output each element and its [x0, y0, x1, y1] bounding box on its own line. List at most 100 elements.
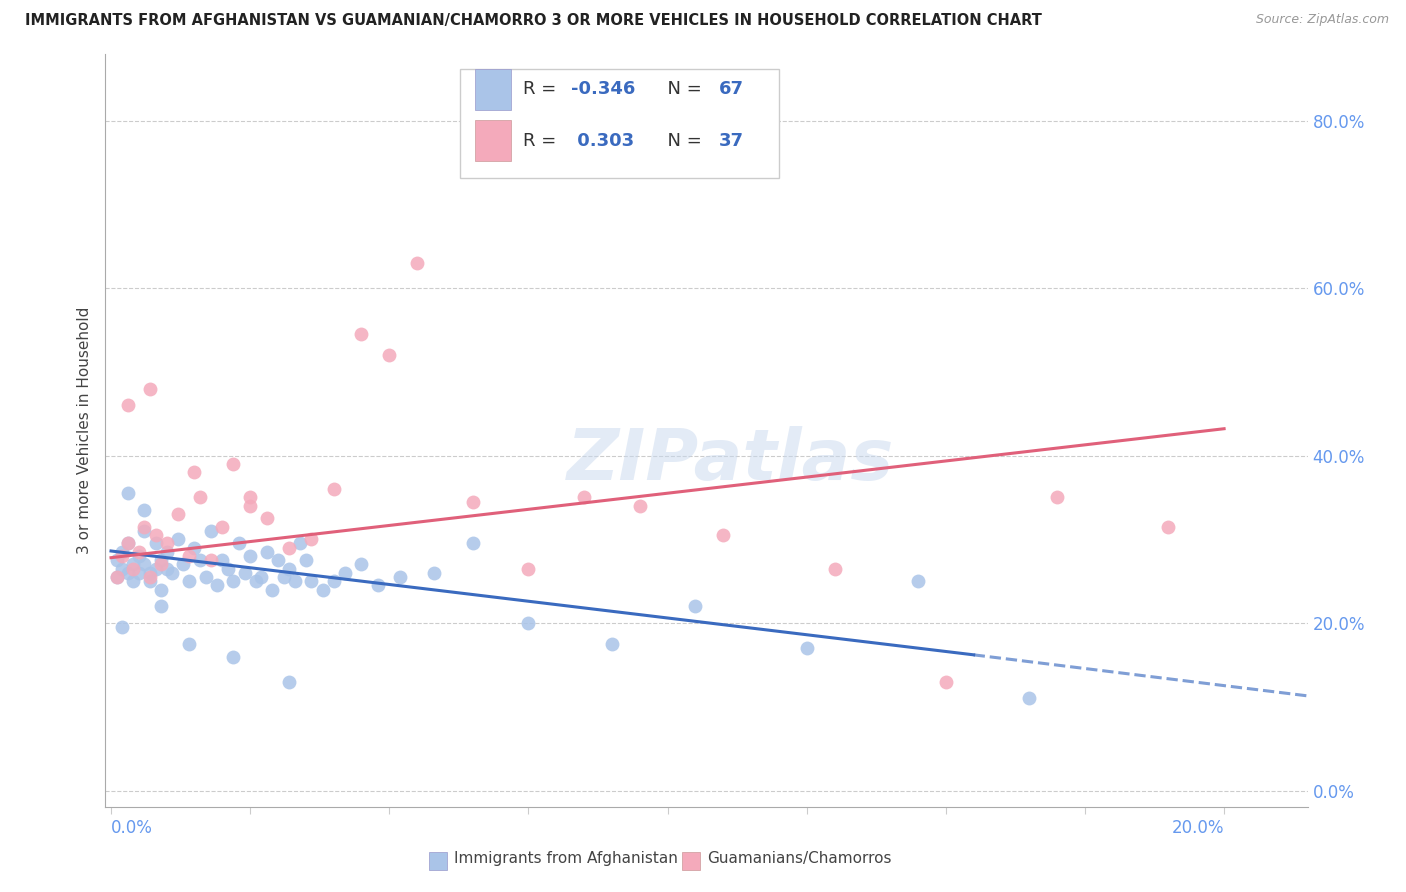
- Point: [628, 499, 651, 513]
- Point: [150, 553, 173, 567]
- Point: [299, 574, 322, 589]
- Point: [134, 519, 156, 533]
- Point: [299, 533, 322, 547]
- Point: [685, 599, 707, 614]
- Point: [111, 549, 134, 563]
- Point: [134, 524, 156, 538]
- Point: [122, 558, 145, 572]
- Point: [517, 615, 540, 630]
- Point: [907, 574, 929, 589]
- Point: [139, 570, 162, 584]
- Point: [111, 545, 134, 559]
- Text: Guamanians/Chamorros: Guamanians/Chamorros: [707, 852, 891, 866]
- Point: [284, 574, 307, 589]
- Point: [1046, 491, 1069, 505]
- Point: [150, 558, 173, 572]
- Point: [156, 545, 179, 559]
- Point: [406, 256, 429, 270]
- Text: R =: R =: [523, 80, 561, 98]
- Point: [378, 348, 401, 362]
- Point: [367, 578, 389, 592]
- Point: [1157, 519, 1180, 533]
- Point: [200, 524, 222, 538]
- Point: [572, 491, 595, 505]
- Point: [117, 398, 139, 412]
- FancyBboxPatch shape: [474, 69, 510, 110]
- Point: [211, 519, 233, 533]
- Point: [177, 549, 200, 563]
- Point: [273, 570, 295, 584]
- Text: -0.346: -0.346: [571, 80, 636, 98]
- Point: [194, 570, 217, 584]
- Point: [105, 570, 128, 584]
- Point: [117, 536, 139, 550]
- Text: 0.303: 0.303: [571, 132, 634, 150]
- Point: [278, 674, 301, 689]
- Point: [177, 637, 200, 651]
- Text: Source: ZipAtlas.com: Source: ZipAtlas.com: [1256, 13, 1389, 27]
- Point: [139, 382, 162, 396]
- Point: [139, 574, 162, 589]
- Point: [796, 641, 818, 656]
- Point: [111, 620, 134, 634]
- Point: [233, 566, 256, 580]
- Text: 67: 67: [718, 80, 744, 98]
- Point: [389, 570, 412, 584]
- Point: [117, 536, 139, 550]
- Point: [239, 491, 262, 505]
- Point: [311, 582, 333, 597]
- Text: 37: 37: [718, 132, 744, 150]
- Point: [262, 582, 284, 597]
- Point: [183, 465, 205, 479]
- Text: IMMIGRANTS FROM AFGHANISTAN VS GUAMANIAN/CHAMORRO 3 OR MORE VEHICLES IN HOUSEHOL: IMMIGRANTS FROM AFGHANISTAN VS GUAMANIAN…: [25, 13, 1042, 29]
- Y-axis label: 3 or more Vehicles in Household: 3 or more Vehicles in Household: [77, 307, 93, 554]
- Point: [935, 674, 957, 689]
- Point: [150, 582, 173, 597]
- Point: [222, 574, 245, 589]
- Point: [156, 536, 179, 550]
- Point: [217, 561, 239, 575]
- Point: [205, 578, 228, 592]
- Point: [278, 561, 301, 575]
- Point: [183, 541, 205, 555]
- Point: [134, 503, 156, 517]
- Point: [461, 494, 484, 508]
- Text: N =: N =: [657, 132, 707, 150]
- Point: [128, 545, 150, 559]
- Point: [322, 482, 344, 496]
- Point: [239, 549, 262, 563]
- Point: [150, 599, 173, 614]
- FancyBboxPatch shape: [460, 69, 779, 178]
- Point: [128, 549, 150, 563]
- Point: [711, 528, 734, 542]
- Point: [166, 533, 188, 547]
- Text: R =: R =: [523, 132, 561, 150]
- Point: [145, 536, 167, 550]
- Point: [222, 457, 245, 471]
- FancyBboxPatch shape: [474, 120, 510, 161]
- Text: Immigrants from Afghanistan: Immigrants from Afghanistan: [454, 852, 678, 866]
- Point: [461, 536, 484, 550]
- Text: ZIPatlas: ZIPatlas: [567, 426, 894, 495]
- Point: [111, 561, 134, 575]
- Point: [256, 545, 278, 559]
- Point: [250, 570, 273, 584]
- Point: [134, 558, 156, 572]
- Point: [117, 566, 139, 580]
- Point: [517, 561, 540, 575]
- Point: [122, 561, 145, 575]
- Point: [139, 566, 162, 580]
- Point: [423, 566, 446, 580]
- Point: [156, 561, 179, 575]
- Point: [128, 566, 150, 580]
- Point: [145, 561, 167, 575]
- Point: [162, 566, 183, 580]
- Point: [278, 541, 301, 555]
- Point: [200, 553, 222, 567]
- Point: [177, 574, 200, 589]
- Point: [117, 486, 139, 500]
- Point: [1018, 691, 1040, 706]
- Point: [228, 536, 250, 550]
- Point: [105, 553, 128, 567]
- Point: [105, 570, 128, 584]
